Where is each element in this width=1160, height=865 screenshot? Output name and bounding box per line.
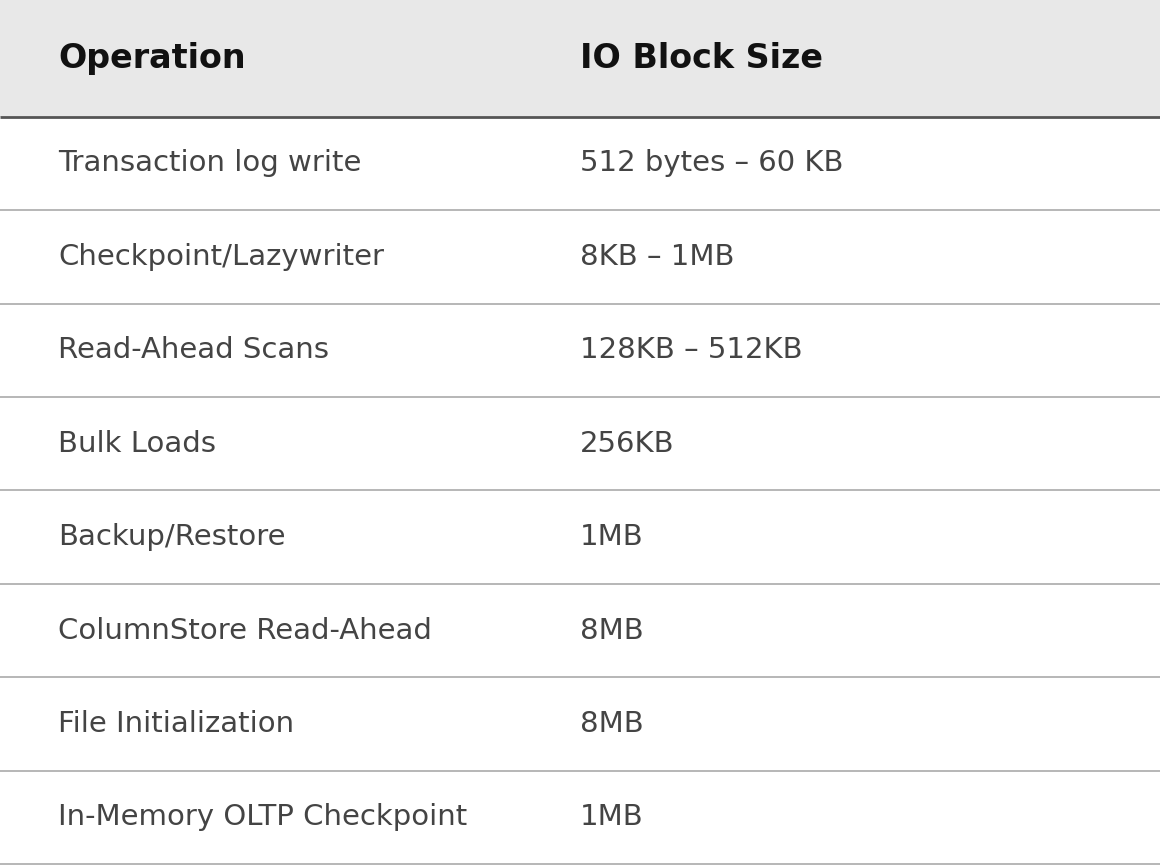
Text: Operation: Operation: [58, 42, 246, 75]
Text: 8MB: 8MB: [580, 710, 644, 738]
Text: 512 bytes – 60 KB: 512 bytes – 60 KB: [580, 150, 843, 177]
Text: Backup/Restore: Backup/Restore: [58, 523, 285, 551]
Text: In-Memory OLTP Checkpoint: In-Memory OLTP Checkpoint: [58, 804, 467, 831]
Text: Transaction log write: Transaction log write: [58, 150, 362, 177]
Text: 8MB: 8MB: [580, 617, 644, 644]
Text: 1MB: 1MB: [580, 523, 644, 551]
Text: 1MB: 1MB: [580, 804, 644, 831]
Text: IO Block Size: IO Block Size: [580, 42, 822, 75]
Text: 8KB – 1MB: 8KB – 1MB: [580, 243, 734, 271]
Text: File Initialization: File Initialization: [58, 710, 295, 738]
Text: Checkpoint/Lazywriter: Checkpoint/Lazywriter: [58, 243, 384, 271]
Text: Read-Ahead Scans: Read-Ahead Scans: [58, 336, 329, 364]
Bar: [0, 117, 1160, 864]
Text: 256KB: 256KB: [580, 430, 675, 458]
Text: Bulk Loads: Bulk Loads: [58, 430, 216, 458]
Bar: [0, 0, 1160, 117]
Text: 128KB – 512KB: 128KB – 512KB: [580, 336, 803, 364]
Text: ColumnStore Read-Ahead: ColumnStore Read-Ahead: [58, 617, 432, 644]
